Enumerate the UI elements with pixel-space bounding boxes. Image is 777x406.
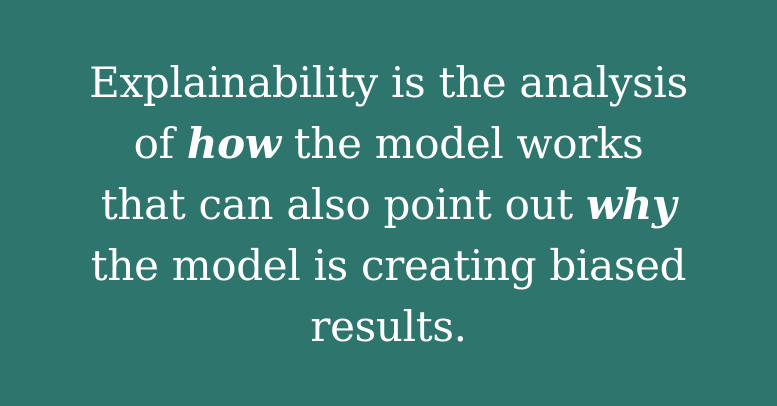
- quote-line-5: results.: [310, 302, 467, 351]
- quote-line-3: that can also point out why: [0, 174, 777, 235]
- quote-line-2-start: of: [133, 119, 187, 168]
- quote-emphasis-why: why: [585, 180, 677, 229]
- quote-emphasis-how: how: [186, 119, 281, 168]
- quote-text: Explainability is the analysis of how th…: [0, 52, 777, 357]
- quote-line-1: Explainability is the analysis: [89, 58, 688, 107]
- quote-line-2-end: the model works: [280, 119, 644, 168]
- quote-line-3-start: that can also point out: [100, 180, 586, 229]
- quote-line-4: the model is creating biased: [90, 241, 687, 290]
- quote-line-2: of how the model works: [0, 113, 777, 174]
